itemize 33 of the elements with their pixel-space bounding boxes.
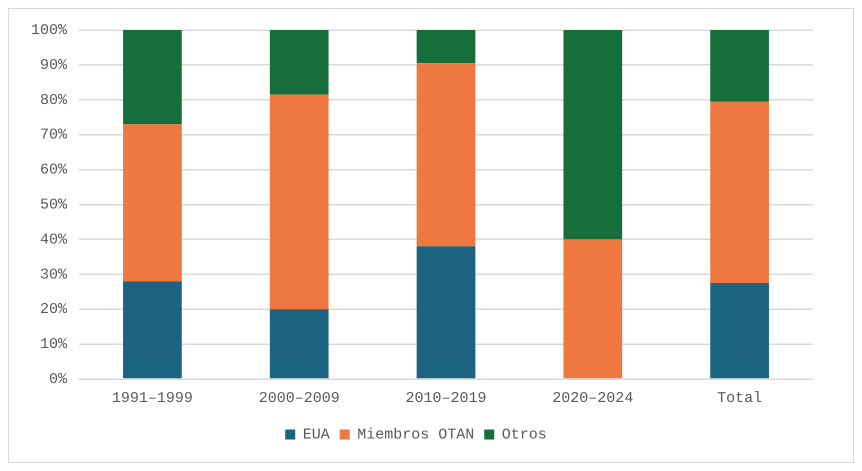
bar (416, 63, 476, 246)
x-tick-label: 2010–2019 (405, 390, 487, 407)
y-tick-label: 30% (40, 266, 68, 284)
legend-label: Miembros OTAN (357, 426, 474, 444)
y-tick-label: 80% (40, 92, 68, 109)
legend-label: Otros (502, 426, 547, 444)
y-tick-label: 70% (40, 126, 68, 144)
bar (710, 283, 769, 378)
x-tick-label: 2020–2024 (552, 390, 634, 407)
bar (123, 30, 182, 124)
y-tick-label: 0% (48, 370, 68, 388)
bar (416, 30, 476, 64)
bar (710, 102, 769, 284)
y-tick-label: 40% (40, 231, 68, 248)
x-tick-label: 2000–2009 (258, 390, 340, 407)
y-tick-label: 60% (40, 162, 68, 179)
bar (123, 281, 182, 378)
x-tick-label: Total (717, 390, 762, 407)
y-tick-label: 90% (40, 56, 68, 74)
bar (270, 94, 329, 310)
legend-label: EUA (302, 426, 330, 444)
bar (270, 309, 329, 378)
x-tick-label: 1991–1999 (112, 390, 193, 407)
bar (710, 30, 769, 102)
y-tick-label: 50% (40, 196, 68, 214)
y-tick-label: 100% (30, 22, 68, 39)
bar (123, 124, 182, 282)
y-tick-label: 20% (40, 301, 68, 318)
bar (563, 30, 622, 240)
bar (270, 30, 329, 95)
y-tick-label: 10% (40, 336, 68, 354)
bar (416, 246, 476, 378)
bar (563, 239, 622, 378)
